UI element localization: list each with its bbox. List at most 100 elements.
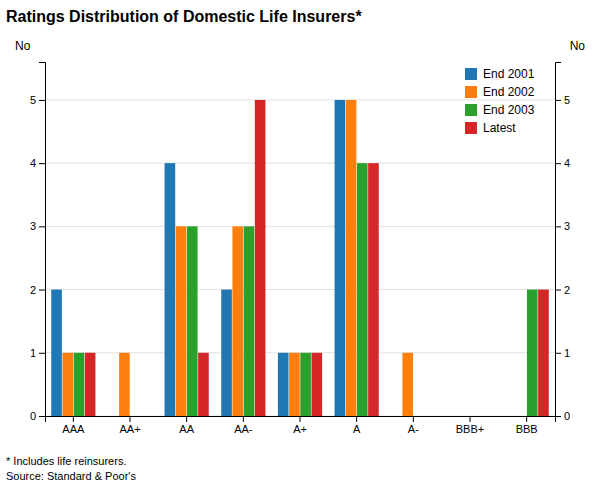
tick-label: AAA bbox=[62, 423, 85, 435]
tick: 2 bbox=[30, 284, 45, 296]
tick-mark bbox=[555, 416, 561, 417]
tick-mark bbox=[555, 226, 561, 227]
tick-mark bbox=[413, 416, 414, 422]
y-axis-label: No bbox=[15, 39, 31, 53]
title: Ratings Distribution of Domestic Life In… bbox=[6, 8, 362, 25]
tick: 0 bbox=[555, 410, 570, 422]
tick-label: BBB bbox=[516, 423, 538, 435]
bar-series bbox=[62, 100, 413, 416]
tick-label: 4 bbox=[564, 157, 570, 169]
legend-item: End 2003 bbox=[465, 103, 535, 117]
legend-swatch bbox=[465, 68, 477, 80]
tick: 5 bbox=[555, 94, 570, 106]
tick: AA+ bbox=[119, 416, 140, 435]
tick-mark bbox=[300, 416, 301, 422]
bar bbox=[481, 416, 492, 417]
tick-mark bbox=[39, 163, 45, 164]
bar bbox=[85, 353, 96, 416]
tick-label: A+ bbox=[293, 423, 307, 435]
tick: AA- bbox=[234, 416, 253, 435]
bar bbox=[187, 226, 198, 416]
bar bbox=[62, 353, 73, 416]
tick-mark bbox=[130, 416, 131, 422]
tick-label: BBB+ bbox=[456, 423, 484, 435]
tick-label: AA bbox=[179, 423, 194, 435]
tick-label: AA+ bbox=[119, 423, 140, 435]
bar bbox=[470, 416, 481, 417]
tick-mark bbox=[555, 290, 561, 291]
bar bbox=[165, 163, 176, 416]
bar bbox=[130, 416, 141, 417]
bar bbox=[176, 226, 187, 416]
legend-swatch bbox=[465, 122, 477, 134]
chart: AAAAA+AAAA-A+AA-BBB+BBB012345012345Ratin… bbox=[0, 0, 600, 488]
tick-mark bbox=[555, 353, 561, 354]
grid-line bbox=[45, 163, 555, 164]
legend-label: End 2001 bbox=[483, 67, 535, 81]
bar bbox=[414, 416, 425, 417]
tick-mark bbox=[73, 416, 74, 422]
tick-mark bbox=[39, 226, 45, 227]
legend-item: Latest bbox=[465, 121, 516, 135]
tick: 1 bbox=[30, 347, 45, 359]
x-axis: AAAAA+AAAA-A+AA-BBB+BBB bbox=[46, 416, 556, 435]
tick: A- bbox=[408, 416, 419, 435]
bar bbox=[221, 290, 232, 416]
bar bbox=[335, 100, 346, 416]
tick-mark bbox=[555, 163, 561, 164]
tick-label: 3 bbox=[564, 220, 570, 232]
tick-mark bbox=[39, 290, 45, 291]
grid bbox=[45, 100, 555, 416]
bar bbox=[357, 163, 368, 416]
bar bbox=[346, 100, 357, 416]
bar bbox=[232, 226, 243, 416]
tick: BBB+ bbox=[456, 416, 484, 435]
legend-label: Latest bbox=[483, 121, 516, 135]
tick-label: 3 bbox=[30, 220, 36, 232]
y-axis: 012345 bbox=[30, 63, 46, 423]
tick-mark bbox=[555, 100, 561, 101]
footnote: * Includes life reinsurers. bbox=[6, 455, 126, 467]
bar bbox=[289, 353, 300, 416]
tick: 4 bbox=[30, 157, 45, 169]
grid-line bbox=[45, 289, 555, 290]
tick: 3 bbox=[30, 220, 45, 232]
bar bbox=[141, 416, 152, 417]
grid-line bbox=[45, 99, 555, 100]
legend-label: End 2003 bbox=[483, 103, 535, 117]
tick-label: 2 bbox=[30, 284, 36, 296]
bar bbox=[505, 416, 516, 417]
tick-mark bbox=[186, 416, 187, 422]
tick-label: 4 bbox=[30, 157, 36, 169]
tick-label: 0 bbox=[30, 410, 36, 422]
bar bbox=[459, 416, 470, 417]
tick-label: AA- bbox=[234, 423, 253, 435]
bar bbox=[448, 416, 459, 417]
tick: AAA bbox=[62, 416, 85, 435]
bar-series bbox=[74, 163, 538, 416]
bar bbox=[391, 416, 402, 417]
tick: 1 bbox=[555, 347, 570, 359]
bar bbox=[538, 290, 549, 416]
tick-label: 1 bbox=[564, 347, 570, 359]
legend-swatch bbox=[465, 86, 477, 98]
axis-line bbox=[46, 417, 556, 423]
bar bbox=[425, 416, 436, 417]
bar-series bbox=[51, 100, 345, 416]
tick-mark bbox=[243, 416, 244, 422]
bar-series bbox=[85, 100, 549, 416]
tick: 4 bbox=[555, 157, 570, 169]
tick-mark bbox=[526, 416, 527, 422]
axis-line bbox=[39, 63, 46, 417]
bar bbox=[527, 290, 538, 416]
bar bbox=[255, 100, 266, 416]
tick: 2 bbox=[555, 284, 570, 296]
tick-mark bbox=[356, 416, 357, 422]
bar bbox=[516, 416, 527, 417]
bars bbox=[51, 100, 549, 416]
tick-label: 5 bbox=[564, 94, 570, 106]
tick-label: A bbox=[353, 423, 361, 435]
footnote: Source: Standard & Poor's bbox=[6, 470, 136, 482]
bar bbox=[244, 226, 255, 416]
tick-label: 0 bbox=[564, 410, 570, 422]
